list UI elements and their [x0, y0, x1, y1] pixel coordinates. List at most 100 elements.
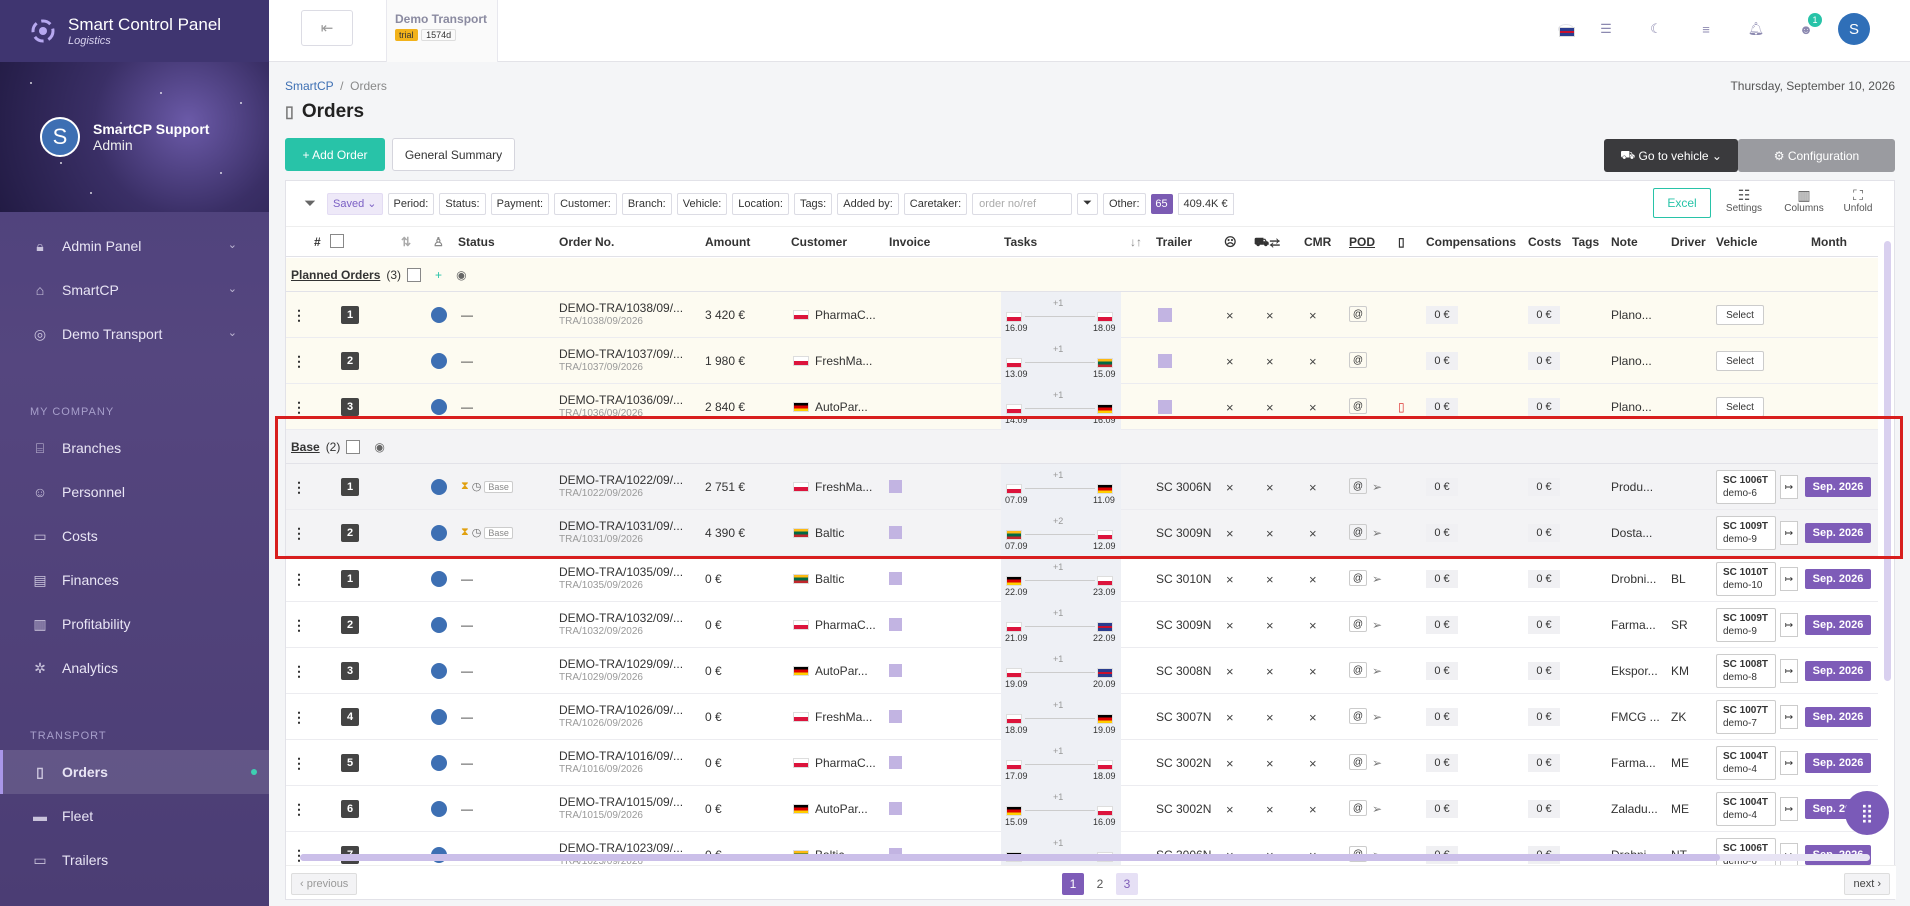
driver-check-icon[interactable]: × [1226, 663, 1234, 679]
driver-check-icon[interactable]: × [1226, 399, 1234, 415]
send-icon[interactable]: ➢ [1372, 480, 1383, 494]
row-menu-icon[interactable]: ⋮ [292, 570, 306, 587]
driver-check-icon[interactable]: × [1226, 571, 1234, 587]
invoice-status-icon[interactable] [889, 618, 902, 631]
columns-tool[interactable]: ▥ Columns [1782, 187, 1826, 214]
customer-cell[interactable]: AutoPar... [793, 786, 868, 832]
vehicle-cell[interactable]: SC 1004T demo-4 [1716, 746, 1776, 780]
page-2[interactable]: 2 [1096, 877, 1104, 891]
col-status[interactable]: Status [458, 235, 495, 249]
eye-icon[interactable]: ◉ [456, 267, 467, 282]
settings-tool[interactable]: ☷ Settings [1722, 187, 1766, 214]
tasks-cell[interactable]: +1 22.09 23.09 [1001, 556, 1121, 602]
cmr-check-icon[interactable]: × [1309, 755, 1317, 771]
trailer-value[interactable]: SC 3009N [1156, 618, 1212, 632]
saved-filter-dropdown[interactable]: Saved ⌄ [327, 192, 383, 215]
filter-other[interactable]: Other: [1102, 192, 1146, 215]
col-customer[interactable]: Customer [791, 235, 848, 249]
page-1[interactable]: 1 [1062, 873, 1084, 895]
horizontal-scrollbar[interactable] [300, 854, 1870, 861]
vehicle-link-icon[interactable]: ↦ [1780, 659, 1798, 683]
order-number-cell[interactable]: DEMO-TRA/1022/09/... TRA/1022/09/2026 [559, 464, 683, 510]
tasks-cell[interactable]: +1 07.09 11.09 [1001, 464, 1121, 510]
tasks-cell[interactable]: +1 14.09 16.09 [1001, 384, 1121, 430]
col-tags[interactable]: Tags [1572, 235, 1600, 249]
sidebar-item-branches[interactable]: ⌸ Branches [0, 426, 269, 470]
excel-button[interactable]: Excel [1653, 188, 1711, 218]
order-number[interactable]: DEMO-TRA/1016/09/... [559, 749, 684, 764]
trailer-placeholder-icon[interactable] [1158, 308, 1172, 322]
vehicle-link-icon[interactable]: ↦ [1780, 567, 1798, 591]
cmr-check-icon[interactable]: × [1309, 663, 1317, 679]
tasks-cell[interactable]: +2 07.09 12.09 [1001, 510, 1121, 556]
breadcrumb-root[interactable]: SmartCP [285, 79, 334, 93]
language-flag-icon[interactable] [1558, 24, 1575, 37]
send-icon[interactable]: ➢ [1372, 710, 1383, 724]
filter-caretaker[interactable]: Caretaker: [903, 192, 968, 215]
order-number-cell[interactable]: DEMO-TRA/1023/09/... TRA/1023/09/2026 [559, 832, 683, 878]
vertical-scrollbar[interactable] [1884, 241, 1891, 681]
vehicle-cell[interactable]: SC 1010T demo-10 [1716, 562, 1776, 596]
group-checkbox[interactable] [346, 439, 361, 454]
vehicle-link-icon[interactable]: ↦ [1780, 475, 1798, 499]
plus-icon[interactable]: + [435, 267, 443, 282]
row-menu-icon[interactable]: ⋮ [292, 800, 306, 817]
table-row[interactable]: ⋮ 1 ⧗ ◷ Base DEMO-TRA/1022/09/... TRA/1022/09/… [286, 464, 1878, 510]
next-button[interactable]: next › [1844, 873, 1890, 895]
driver-check-icon[interactable]: × [1226, 801, 1234, 817]
invoice-status-icon[interactable] [889, 526, 902, 539]
col-month[interactable]: Month [1811, 235, 1847, 249]
pod-email-icon[interactable]: @ [1349, 398, 1367, 414]
pod-email-icon[interactable]: @ [1349, 616, 1367, 632]
table-row[interactable]: ⋮ 3 — DEMO-TRA/1029/09/... TRA/1029/09/2026 0… [286, 648, 1878, 694]
invoice-status-icon[interactable] [889, 710, 902, 723]
col-order-no[interactable]: Order No. [559, 235, 615, 249]
select-all-checkbox[interactable] [330, 234, 344, 248]
order-number[interactable]: DEMO-TRA/1022/09/... [559, 473, 684, 488]
pod-email-icon[interactable]: @ [1349, 662, 1367, 678]
tasks-cell[interactable]: +1 13.09 15.09 [1001, 338, 1121, 384]
table-row[interactable]: ⋮ 1 — DEMO-TRA/1038/09/... TRA/1038/09/2026 3… [286, 292, 1878, 338]
vehicle-cell[interactable]: SC 1009T demo-9 [1716, 608, 1776, 642]
trailer-value[interactable]: SC 3010N [1156, 572, 1212, 586]
configuration-button[interactable]: ⚙ Configuration [1738, 139, 1895, 172]
row-menu-icon[interactable]: ⋮ [292, 478, 306, 495]
bell-icon[interactable]: 🔔︎ [1747, 21, 1765, 36]
invoice-status-icon[interactable] [889, 480, 902, 493]
order-number[interactable]: DEMO-TRA/1026/09/... [559, 703, 684, 718]
globe-icon[interactable] [431, 709, 447, 725]
row-menu-icon[interactable]: ⋮ [292, 616, 306, 633]
col-invoice[interactable]: Invoice [889, 235, 931, 249]
cmr-check-icon[interactable]: × [1309, 709, 1317, 725]
row-menu-icon[interactable]: ⋮ [292, 306, 306, 323]
order-number[interactable]: DEMO-TRA/1023/09/... [559, 841, 684, 856]
cmr-check-icon[interactable]: × [1309, 353, 1317, 369]
customer-cell[interactable]: Baltic [793, 556, 844, 602]
sliders-icon[interactable]: ☰ [1600, 21, 1612, 36]
month-badge[interactable]: Sep. 2026 [1805, 477, 1871, 497]
driver-check-icon[interactable]: × [1226, 353, 1234, 369]
pod-email-icon[interactable]: @ [1349, 570, 1367, 586]
trailer-value[interactable]: SC 3008N [1156, 664, 1212, 678]
transfer-check-icon[interactable]: × [1266, 617, 1274, 633]
order-number[interactable]: DEMO-TRA/1029/09/... [559, 657, 684, 672]
filter-status[interactable]: Status: [439, 192, 486, 215]
vehicle-link-icon[interactable]: ↦ [1780, 521, 1798, 545]
transfer-check-icon[interactable]: × [1266, 353, 1274, 369]
vehicle-cell[interactable]: SC 1004T demo-4 [1716, 792, 1776, 826]
filter-customer[interactable]: Customer: [554, 192, 617, 215]
vehicle-link-icon[interactable]: ↦ [1780, 797, 1798, 821]
invoice-status-icon[interactable] [889, 572, 902, 585]
send-icon[interactable]: ➢ [1372, 756, 1383, 770]
trailer-placeholder-icon[interactable] [1158, 400, 1172, 414]
col-trailer[interactable]: Trailer [1156, 235, 1193, 249]
col-compensations[interactable]: Compensations [1426, 235, 1517, 249]
customer-cell[interactable]: PharmaC... [793, 292, 876, 338]
transfer-check-icon[interactable]: × [1266, 709, 1274, 725]
customer-cell[interactable]: FreshMa... [793, 694, 872, 740]
unfold-tool[interactable]: ⛶ Unfold [1836, 187, 1880, 214]
globe-icon[interactable] [431, 755, 447, 771]
customer-cell[interactable]: FreshMa... [793, 338, 872, 384]
customer-cell[interactable]: PharmaC... [793, 602, 876, 648]
trailer-value[interactable]: SC 3002N [1156, 802, 1212, 816]
